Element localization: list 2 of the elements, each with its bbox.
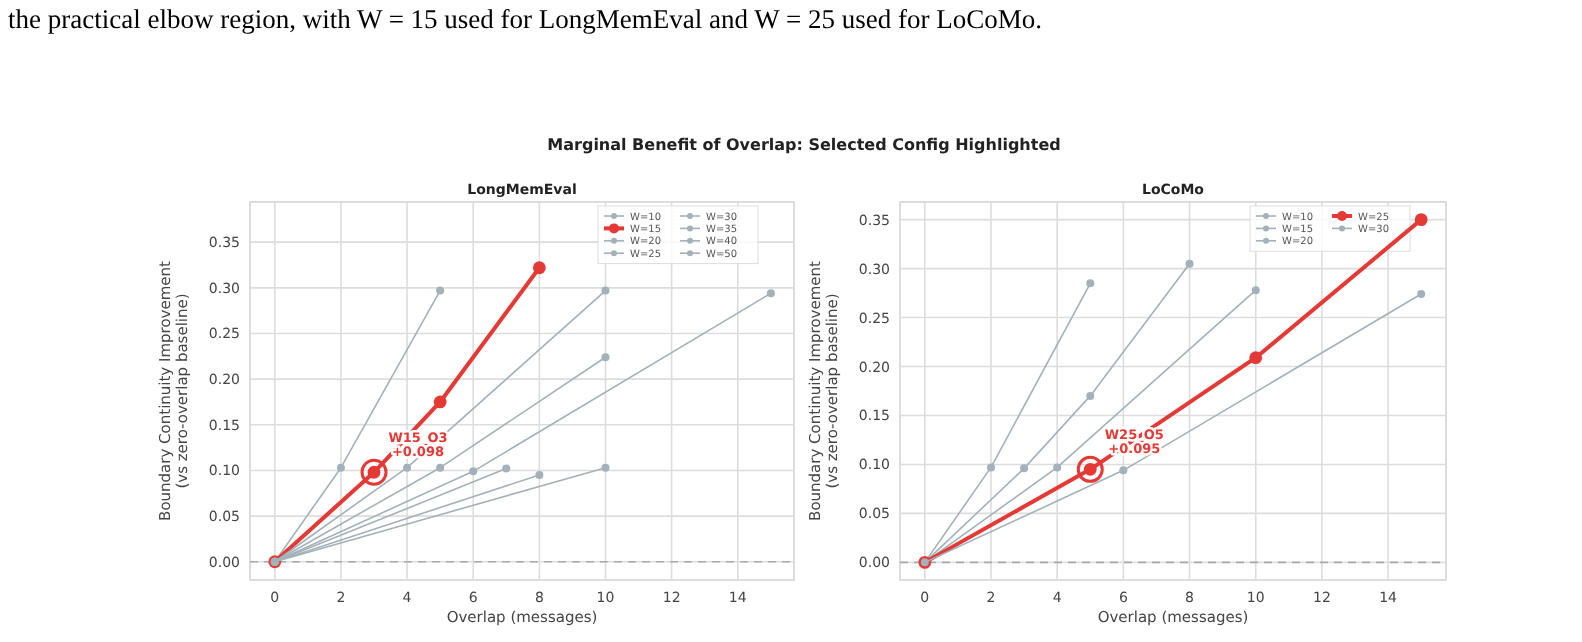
text: Marginal Benefit of Overlap: Selected Config Highlighted — [547, 136, 1062, 154]
text: the practical elbow region, with W = 15 used for LongMemEval and W = 25 used for LoCoMo. — [8, 4, 1043, 34]
